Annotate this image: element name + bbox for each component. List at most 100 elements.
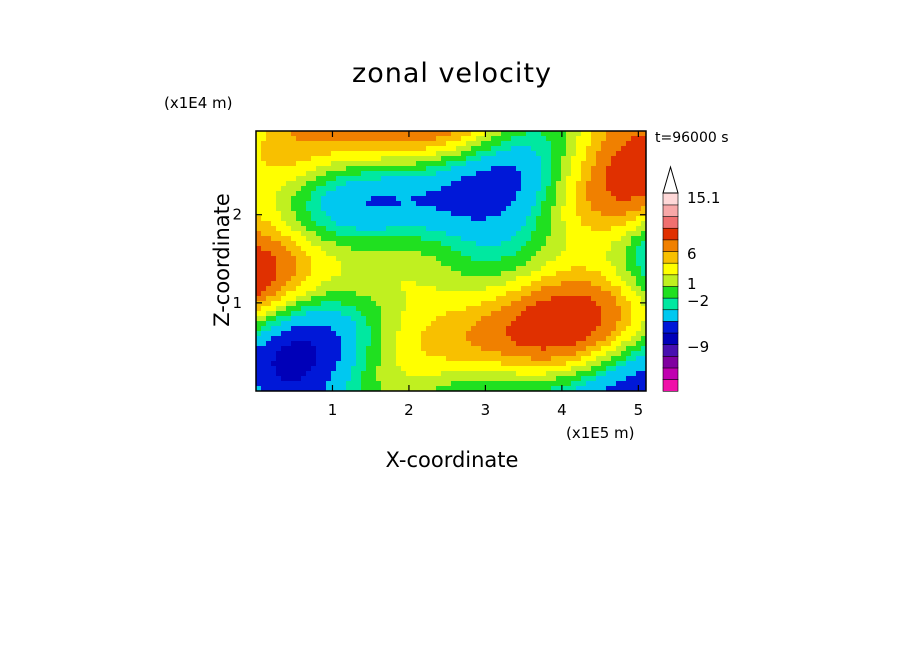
field-cell: [281, 376, 287, 382]
field-cell: [271, 231, 277, 237]
field-cell: [391, 151, 397, 157]
field-cell: [506, 386, 512, 391]
field-cell: [471, 246, 477, 252]
field-cell: [461, 276, 467, 282]
field-cell: [256, 221, 262, 227]
field-cell: [481, 166, 487, 172]
field-cell: [491, 186, 497, 192]
field-cell: [611, 146, 617, 152]
field-cell: [366, 131, 372, 137]
field-cell: [416, 346, 422, 352]
field-cell: [636, 356, 642, 362]
field-cell: [541, 386, 547, 391]
field-cell: [586, 191, 592, 197]
field-cell: [541, 291, 547, 297]
field-cell: [361, 241, 367, 247]
field-cell: [451, 311, 457, 317]
field-cell: [276, 136, 282, 142]
field-cell: [496, 131, 502, 137]
field-cell: [366, 231, 372, 237]
field-cell: [266, 291, 272, 297]
field-cell: [396, 171, 402, 177]
field-cell: [321, 226, 327, 232]
field-cell: [616, 191, 622, 197]
field-cell: [361, 376, 367, 382]
field-cell: [536, 321, 542, 327]
field-cell: [506, 341, 512, 347]
field-cell: [401, 321, 407, 327]
field-cell: [411, 291, 417, 297]
field-cell: [586, 156, 592, 162]
field-cell: [261, 171, 267, 177]
field-cell: [521, 331, 527, 337]
field-cell: [586, 146, 592, 152]
field-cell: [616, 306, 622, 312]
field-cell: [276, 176, 282, 182]
field-cell: [631, 166, 637, 172]
field-cell: [616, 336, 622, 342]
field-cell: [531, 136, 537, 142]
field-cell: [366, 241, 372, 247]
field-cell: [346, 141, 352, 147]
field-cell: [481, 326, 487, 332]
field-cell: [276, 171, 282, 177]
field-cell: [286, 331, 292, 337]
field-cell: [581, 161, 587, 167]
field-cell: [266, 226, 272, 232]
field-cell: [626, 196, 632, 202]
field-cell: [411, 161, 417, 167]
field-cell: [551, 196, 557, 202]
field-cell: [541, 276, 547, 282]
field-cell: [521, 281, 527, 287]
field-cell: [441, 366, 447, 372]
field-cell: [346, 241, 352, 247]
field-cell: [451, 151, 457, 157]
field-cell: [616, 286, 622, 292]
field-cell: [406, 241, 412, 247]
field-cell: [321, 196, 327, 202]
field-cell: [296, 176, 302, 182]
field-cell: [411, 361, 417, 367]
field-cell: [571, 161, 577, 167]
field-cell: [256, 301, 262, 307]
field-cell: [301, 231, 307, 237]
field-cell: [366, 341, 372, 347]
field-cell: [556, 366, 562, 372]
field-cell: [481, 351, 487, 357]
field-cell: [411, 341, 417, 347]
field-cell: [466, 361, 472, 367]
field-cell: [626, 146, 632, 152]
field-cell: [451, 301, 457, 307]
field-cell: [426, 311, 432, 317]
field-cell: [631, 231, 637, 237]
field-cell: [526, 351, 532, 357]
field-cell: [496, 381, 502, 387]
field-cell: [621, 236, 627, 242]
field-cell: [461, 306, 467, 312]
field-cell: [381, 136, 387, 142]
field-cell: [441, 346, 447, 352]
field-cell: [491, 216, 497, 222]
field-cell: [341, 201, 347, 207]
field-cell: [396, 191, 402, 197]
field-cell: [286, 281, 292, 287]
field-cell: [381, 356, 387, 362]
field-cell: [626, 326, 632, 332]
field-cell: [631, 131, 637, 137]
field-cell: [431, 376, 437, 382]
field-cell: [596, 266, 602, 272]
field-cell: [491, 201, 497, 207]
field-cell: [281, 226, 287, 232]
field-cell: [551, 226, 557, 232]
field-cell: [321, 366, 327, 372]
field-cell: [421, 146, 427, 152]
field-cell: [561, 301, 567, 307]
field-cell: [626, 231, 632, 237]
field-cell: [271, 386, 277, 391]
field-cell: [486, 366, 492, 372]
field-cell: [461, 201, 467, 207]
field-cell: [336, 161, 342, 167]
colorbar-segment: [662, 379, 679, 392]
field-cell: [576, 341, 582, 347]
field-cell: [486, 146, 492, 152]
